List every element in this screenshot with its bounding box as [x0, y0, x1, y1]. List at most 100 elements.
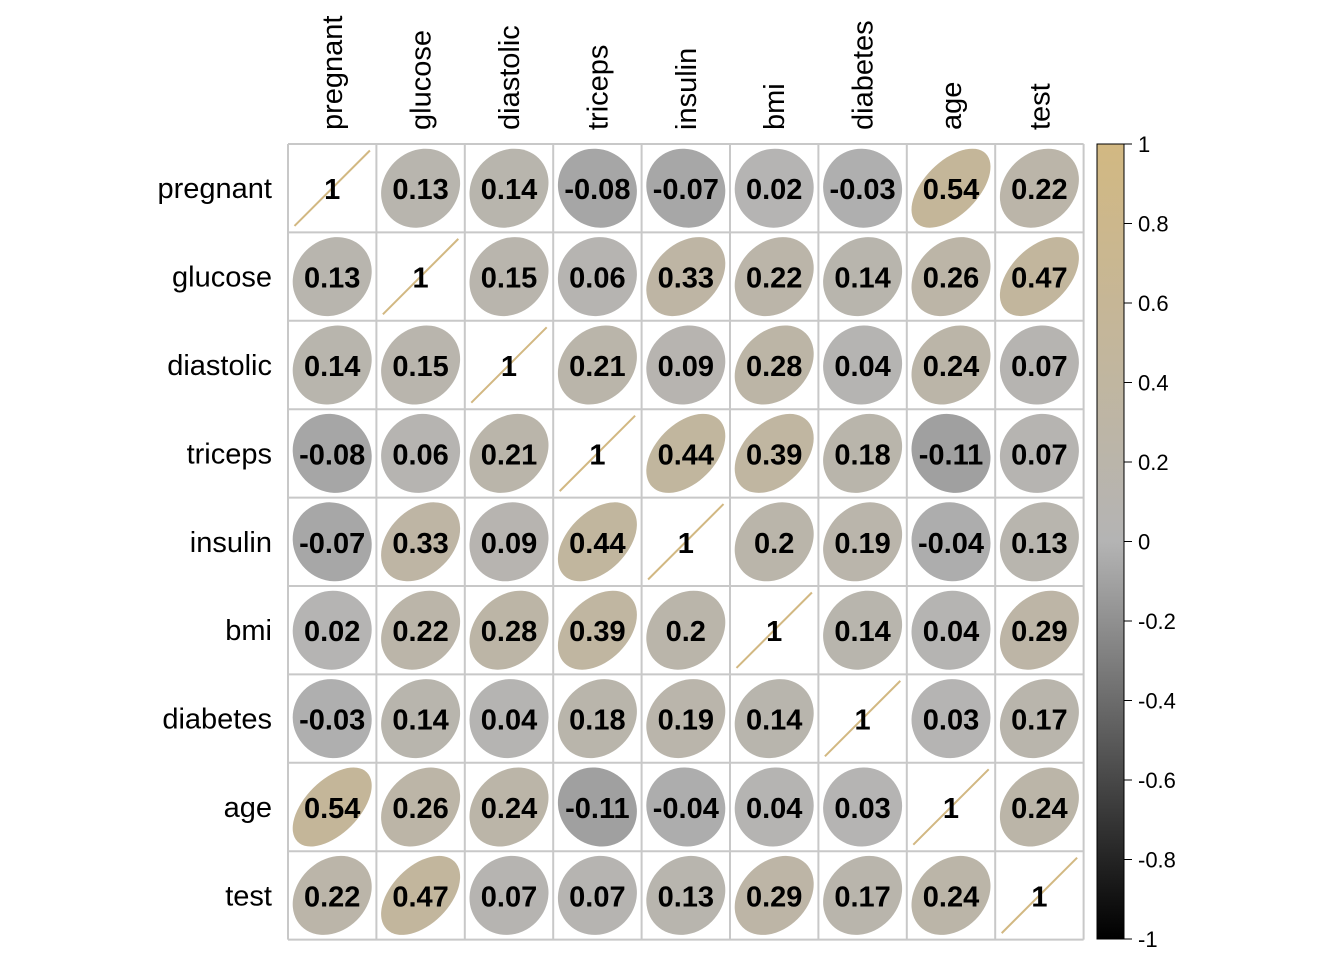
colorbar-gradient: [1096, 143, 1125, 940]
correlation-cell: 0.06: [557, 237, 637, 317]
correlation-cell: 0.24: [469, 767, 549, 847]
correlation-value: 0.14: [304, 351, 360, 383]
correlation-cell: -0.03: [823, 148, 903, 228]
correlation-value: 0.54: [304, 793, 360, 825]
correlation-cell: 1: [382, 238, 460, 316]
correlation-cell: 0.13: [381, 148, 461, 228]
row-label: bmi: [225, 615, 272, 647]
correlation-ellipse: [469, 237, 549, 317]
correlation-cell: 1: [293, 149, 371, 227]
correlation-ellipse: [557, 767, 637, 847]
correlation-ellipse: [823, 413, 903, 493]
correlation-cell: 0.17: [823, 855, 903, 935]
correlation-value: 0.07: [569, 881, 625, 913]
column-label: diastolic: [494, 25, 526, 130]
correlation-ellipse: [292, 237, 372, 317]
correlation-value: 1: [324, 174, 340, 206]
colorbar-tick-label: -0.6: [1138, 768, 1176, 793]
row-label: diabetes: [162, 704, 272, 736]
correlation-ellipse: [382, 238, 460, 316]
correlation-value: 0.24: [923, 351, 979, 383]
correlation-ellipse: [911, 413, 991, 493]
correlation-cell: 0.29: [999, 590, 1079, 670]
row-label: triceps: [187, 438, 272, 470]
row-label: pregnant: [158, 173, 273, 205]
correlation-ellipse: [911, 148, 991, 228]
correlation-cell: 0.02: [292, 590, 372, 670]
correlation-cell: 0.2: [646, 590, 726, 670]
correlation-ellipse: [823, 502, 903, 582]
correlation-value: 0.39: [746, 439, 802, 471]
colorbar-tick-label: 0.2: [1138, 450, 1169, 475]
correlation-cell: -0.07: [292, 502, 372, 582]
correlation-ellipse: [557, 237, 637, 317]
correlation-cell: 0.2: [734, 502, 814, 582]
row-label: test: [225, 880, 272, 912]
correlation-cell: 0.21: [469, 413, 549, 493]
correlation-ellipse: [381, 325, 461, 405]
correlation-ellipse: [823, 590, 903, 670]
correlation-cell: 0.22: [292, 855, 372, 935]
correlation-cell: 0.03: [823, 767, 903, 847]
correlation-value: 0.04: [834, 351, 890, 383]
correlation-ellipse: [381, 590, 461, 670]
correlation-value: 0.14: [834, 616, 890, 648]
correlation-value: 0.44: [658, 439, 714, 471]
correlation-value: -0.11: [919, 439, 984, 471]
correlation-cell: 0.14: [381, 679, 461, 759]
correlation-ellipse: [557, 325, 637, 405]
row-labels: pregnant glucose diastolic triceps insulin bm…: [158, 173, 273, 912]
correlation-value: 0.02: [304, 616, 360, 648]
correlation-value: 0.07: [481, 881, 537, 913]
correlation-ellipse: [469, 413, 549, 493]
correlation-ellipse: [999, 767, 1079, 847]
colorbar-tick-label: 0.8: [1138, 212, 1169, 237]
correlation-cell: 0.19: [823, 502, 903, 582]
correlation-cell: 0.54: [911, 148, 991, 228]
correlation-ellipse: [470, 326, 548, 404]
correlation-cells: 1 0.13 0.14 -0.08 -0.07 0.02 -0.03 0.54 0.22 0.13…: [292, 148, 1079, 935]
correlation-value: 0.04: [923, 616, 979, 648]
correlation-cell: 0.03: [911, 679, 991, 759]
correlation-ellipse: [647, 503, 725, 581]
correlation-cell: 0.22: [381, 590, 461, 670]
correlation-ellipse: [292, 679, 372, 759]
column-label: age: [936, 82, 968, 130]
column-label: triceps: [582, 45, 614, 130]
correlation-ellipse: [999, 148, 1079, 228]
correlation-cell: 0.14: [292, 325, 372, 405]
correlation-ellipse: [646, 679, 726, 759]
correlation-ellipse: [999, 502, 1079, 582]
correlation-value: 0.04: [746, 793, 802, 825]
correlation-cell: 0.14: [823, 237, 903, 317]
correlation-cell: 1: [735, 591, 813, 669]
correlation-cell: -0.04: [911, 502, 991, 582]
correlation-value: 0.09: [481, 528, 537, 560]
correlation-value: -0.11: [565, 793, 630, 825]
correlation-ellipse: [292, 413, 372, 493]
correlation-cell: 0.24: [911, 855, 991, 935]
correlation-value: 0.15: [481, 263, 537, 295]
correlation-ellipse: [646, 325, 726, 405]
correlation-cell: 1: [824, 680, 902, 758]
correlation-value: 0.02: [746, 174, 802, 206]
correlation-cell: 0.02: [734, 148, 814, 228]
correlation-cell: 0.17: [999, 679, 1079, 759]
correlation-cell: 0.22: [734, 237, 814, 317]
correlation-ellipse: [823, 325, 903, 405]
correlation-cell: -0.07: [646, 148, 726, 228]
correlation-value: 0.03: [923, 705, 979, 737]
correlation-ellipse: [999, 590, 1079, 670]
correlation-value: 0.04: [481, 705, 537, 737]
correlation-value: 0.19: [658, 705, 714, 737]
correlation-cell: -0.03: [292, 679, 372, 759]
correlation-value: 0.28: [746, 351, 802, 383]
correlation-ellipse: [911, 855, 991, 935]
correlation-ellipse: [381, 679, 461, 759]
correlation-value: 0.07: [1011, 351, 1067, 383]
correlation-value: 0.24: [1011, 793, 1067, 825]
colorbar-tick-label: 0.4: [1138, 371, 1169, 396]
correlation-cell: -0.04: [646, 767, 726, 847]
correlation-ellipse: [646, 855, 726, 935]
correlation-cell: 0.28: [734, 325, 814, 405]
